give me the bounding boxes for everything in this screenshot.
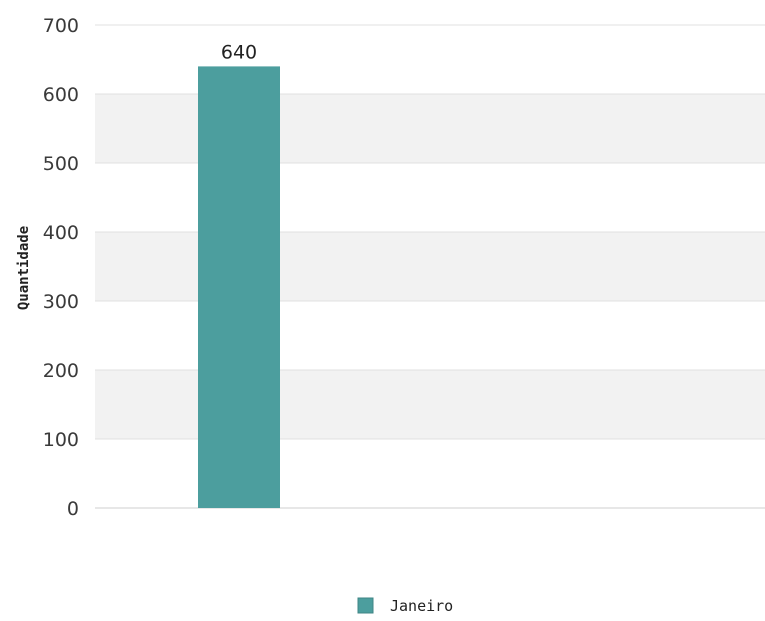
y-axis-ticks: 0 100 200 300 400 500 600 700 <box>43 15 79 520</box>
y-tick-label: 600 <box>43 84 79 106</box>
y-axis-title: Quantidade <box>16 226 32 310</box>
y-tick-label: 400 <box>43 222 79 244</box>
legend-swatch-janeiro <box>357 597 374 614</box>
y-tick-label: 500 <box>43 153 79 175</box>
legend-label-janeiro: Janeiro <box>390 597 453 615</box>
y-tick-label: 300 <box>43 291 79 313</box>
plot-band <box>95 25 765 94</box>
plot-bands <box>95 25 765 508</box>
plot-band <box>95 370 765 439</box>
y-tick-label: 100 <box>43 429 79 451</box>
plot-band <box>95 232 765 301</box>
plot-band <box>95 439 765 508</box>
plot-band <box>95 94 765 163</box>
legend: Janeiro <box>357 597 453 615</box>
y-tick-label: 0 <box>67 498 79 520</box>
plot-band <box>95 163 765 232</box>
y-tick-label: 200 <box>43 360 79 382</box>
y-tick-label: 700 <box>43 15 79 37</box>
bars: 640 <box>198 41 280 509</box>
plot-band <box>95 301 765 370</box>
bar-value-label: 640 <box>221 41 257 63</box>
bar-janeiro <box>198 66 280 509</box>
